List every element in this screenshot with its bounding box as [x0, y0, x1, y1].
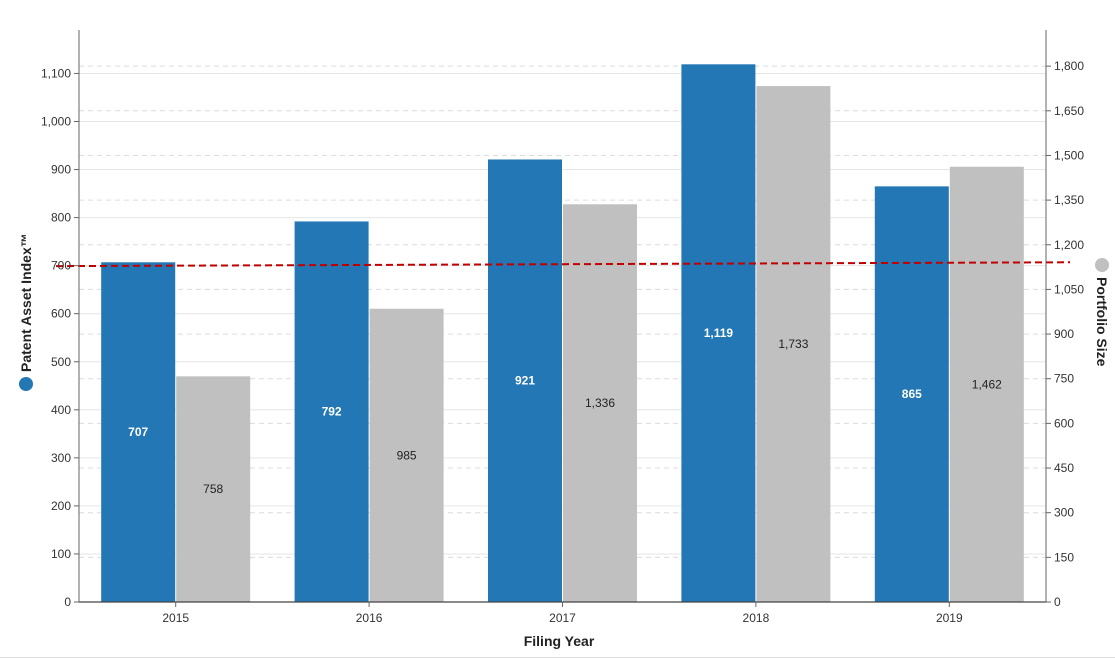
- left-y-axis-title: Patent Asset Index™: [18, 233, 34, 372]
- left-tick-label: 400: [51, 403, 71, 417]
- right-axis-title-group: Portfolio Size: [1094, 258, 1110, 367]
- portfolio-data-label: 1,336: [585, 396, 615, 410]
- pai-data-label: 1,119: [704, 326, 734, 340]
- reference-line-layer: [55, 261, 1071, 268]
- portfolio-bar: [756, 86, 831, 603]
- left-tick-label: 100: [51, 547, 71, 561]
- left-tick-label: 800: [51, 211, 71, 225]
- pai-data-label: 921: [515, 374, 535, 388]
- right-tick-label: 450: [1054, 461, 1074, 475]
- x-tick-label: 2019: [936, 611, 963, 625]
- left-tick-label: 900: [51, 163, 71, 177]
- portfolio-bar: [176, 376, 251, 602]
- x-tick-label: 2018: [743, 611, 770, 625]
- x-tick-label: 2015: [162, 611, 189, 625]
- left-axis-title-group: Patent Asset Index™: [18, 233, 34, 391]
- right-tick-label: 1,200: [1054, 238, 1084, 252]
- pai-bar: [488, 159, 562, 602]
- right-tick-label: 600: [1054, 416, 1074, 430]
- pai-bar: [874, 186, 949, 602]
- portfolio-data-label: 758: [203, 482, 223, 496]
- left-tick-label: 1,000: [41, 115, 71, 129]
- pai-data-label: 865: [902, 387, 922, 401]
- x-tick-label: 2017: [549, 611, 576, 625]
- x-axis-title: Filing Year: [524, 633, 595, 649]
- right-tick-label: 1,050: [1054, 282, 1084, 296]
- left-tick-label: 600: [51, 307, 71, 321]
- left-tick-label: 500: [51, 355, 71, 369]
- bottom-divider: [0, 657, 1115, 658]
- portfolio-data-label: 985: [397, 448, 417, 462]
- portfolio-bar: [949, 166, 1024, 602]
- x-tick-label: 2016: [356, 611, 383, 625]
- left-tick-label: 300: [51, 451, 71, 465]
- right-tick-label: 1,350: [1054, 193, 1084, 207]
- portfolio-bar: [369, 308, 444, 602]
- tick-layer: 0 100 200 300 400 500 600 700 800 900 1,000 1,100 0 1…: [41, 59, 1084, 625]
- portfolio-data-label: 1,462: [972, 377, 1002, 391]
- pai-bar: [294, 221, 369, 602]
- right-tick-label: 1,650: [1054, 104, 1084, 118]
- portfolio-bar: [563, 204, 637, 602]
- right-tick-label: 900: [1054, 327, 1074, 341]
- reference-line: [55, 261, 1071, 268]
- right-tick-label: 150: [1054, 550, 1074, 564]
- right-y-axis-title: Portfolio Size: [1094, 277, 1110, 367]
- right-tick-label: 300: [1054, 506, 1074, 520]
- pai-data-label: 707: [128, 425, 148, 439]
- portfolio-data-label: 1,733: [778, 337, 808, 351]
- left-tick-label: 1,100: [41, 66, 71, 80]
- right-tick-label: 750: [1054, 372, 1074, 386]
- left-tick-label: 700: [51, 259, 71, 273]
- pai-bar: [681, 64, 756, 603]
- right-tick-label: 1,800: [1054, 59, 1084, 73]
- left-tick-label: 200: [51, 499, 71, 513]
- bar-layer: [101, 64, 1024, 603]
- left-tick-label: 0: [64, 595, 71, 609]
- left-legend-marker-icon: [19, 377, 33, 391]
- right-legend-marker-icon: [1095, 258, 1109, 272]
- right-tick-label: 0: [1054, 595, 1061, 609]
- data-label-layer: 707 758 792 985 921 1,336 1,119 1,733 865 1,462: [128, 326, 1002, 496]
- right-tick-label: 1,500: [1054, 148, 1084, 162]
- pai-bar: [101, 262, 176, 602]
- pai-data-label: 792: [322, 405, 342, 419]
